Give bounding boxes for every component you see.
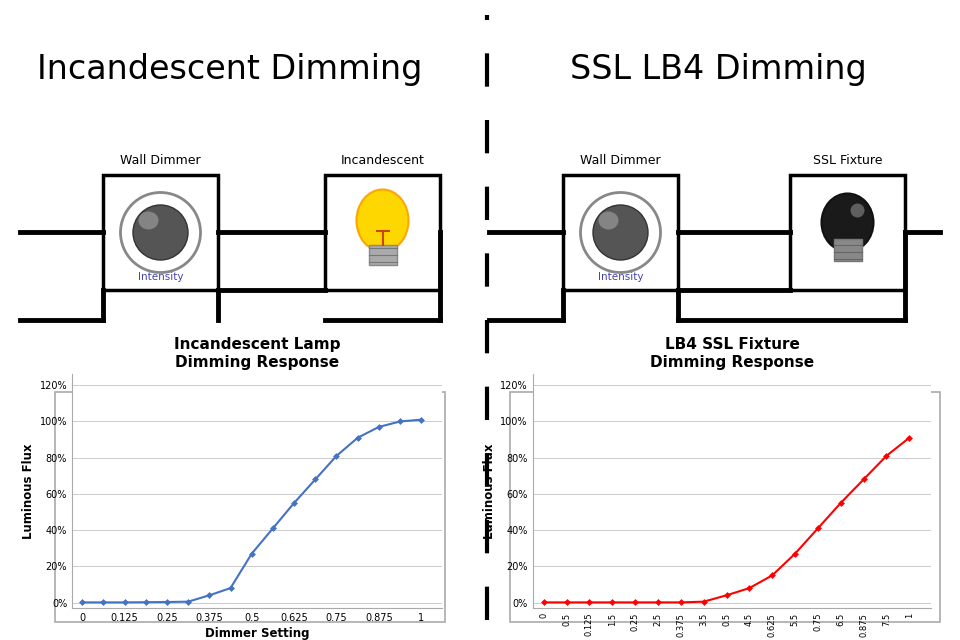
FancyBboxPatch shape (55, 392, 445, 622)
FancyBboxPatch shape (325, 175, 440, 290)
Y-axis label: Luminous Flux: Luminous Flux (483, 444, 496, 539)
Text: Incandescent: Incandescent (341, 154, 424, 167)
Title: LB4 SSL Fixture
Dimming Response: LB4 SSL Fixture Dimming Response (650, 337, 814, 371)
FancyBboxPatch shape (833, 239, 861, 260)
FancyBboxPatch shape (563, 175, 678, 290)
FancyBboxPatch shape (510, 392, 940, 622)
Ellipse shape (822, 193, 874, 252)
FancyBboxPatch shape (103, 175, 218, 290)
FancyBboxPatch shape (369, 244, 396, 264)
Text: Incandescent Dimming: Incandescent Dimming (37, 54, 422, 86)
Ellipse shape (593, 205, 648, 260)
Ellipse shape (121, 193, 201, 273)
Ellipse shape (598, 211, 618, 230)
Title: Incandescent Lamp
Dimming Response: Incandescent Lamp Dimming Response (174, 337, 340, 371)
X-axis label: Dimmer Setting: Dimmer Setting (204, 627, 309, 640)
Text: Intensity: Intensity (137, 272, 183, 282)
Text: SSL LB4 Dimming: SSL LB4 Dimming (569, 54, 866, 86)
Text: Wall Dimmer: Wall Dimmer (120, 154, 201, 167)
Y-axis label: Luminous Flux: Luminous Flux (22, 444, 36, 539)
Ellipse shape (138, 211, 158, 230)
Text: Intensity: Intensity (598, 272, 643, 282)
Text: SSL Fixture: SSL Fixture (813, 154, 882, 167)
Text: Wall Dimmer: Wall Dimmer (580, 154, 660, 167)
Ellipse shape (356, 189, 409, 252)
FancyBboxPatch shape (790, 175, 905, 290)
Ellipse shape (581, 193, 660, 273)
Ellipse shape (851, 204, 865, 218)
Ellipse shape (133, 205, 188, 260)
